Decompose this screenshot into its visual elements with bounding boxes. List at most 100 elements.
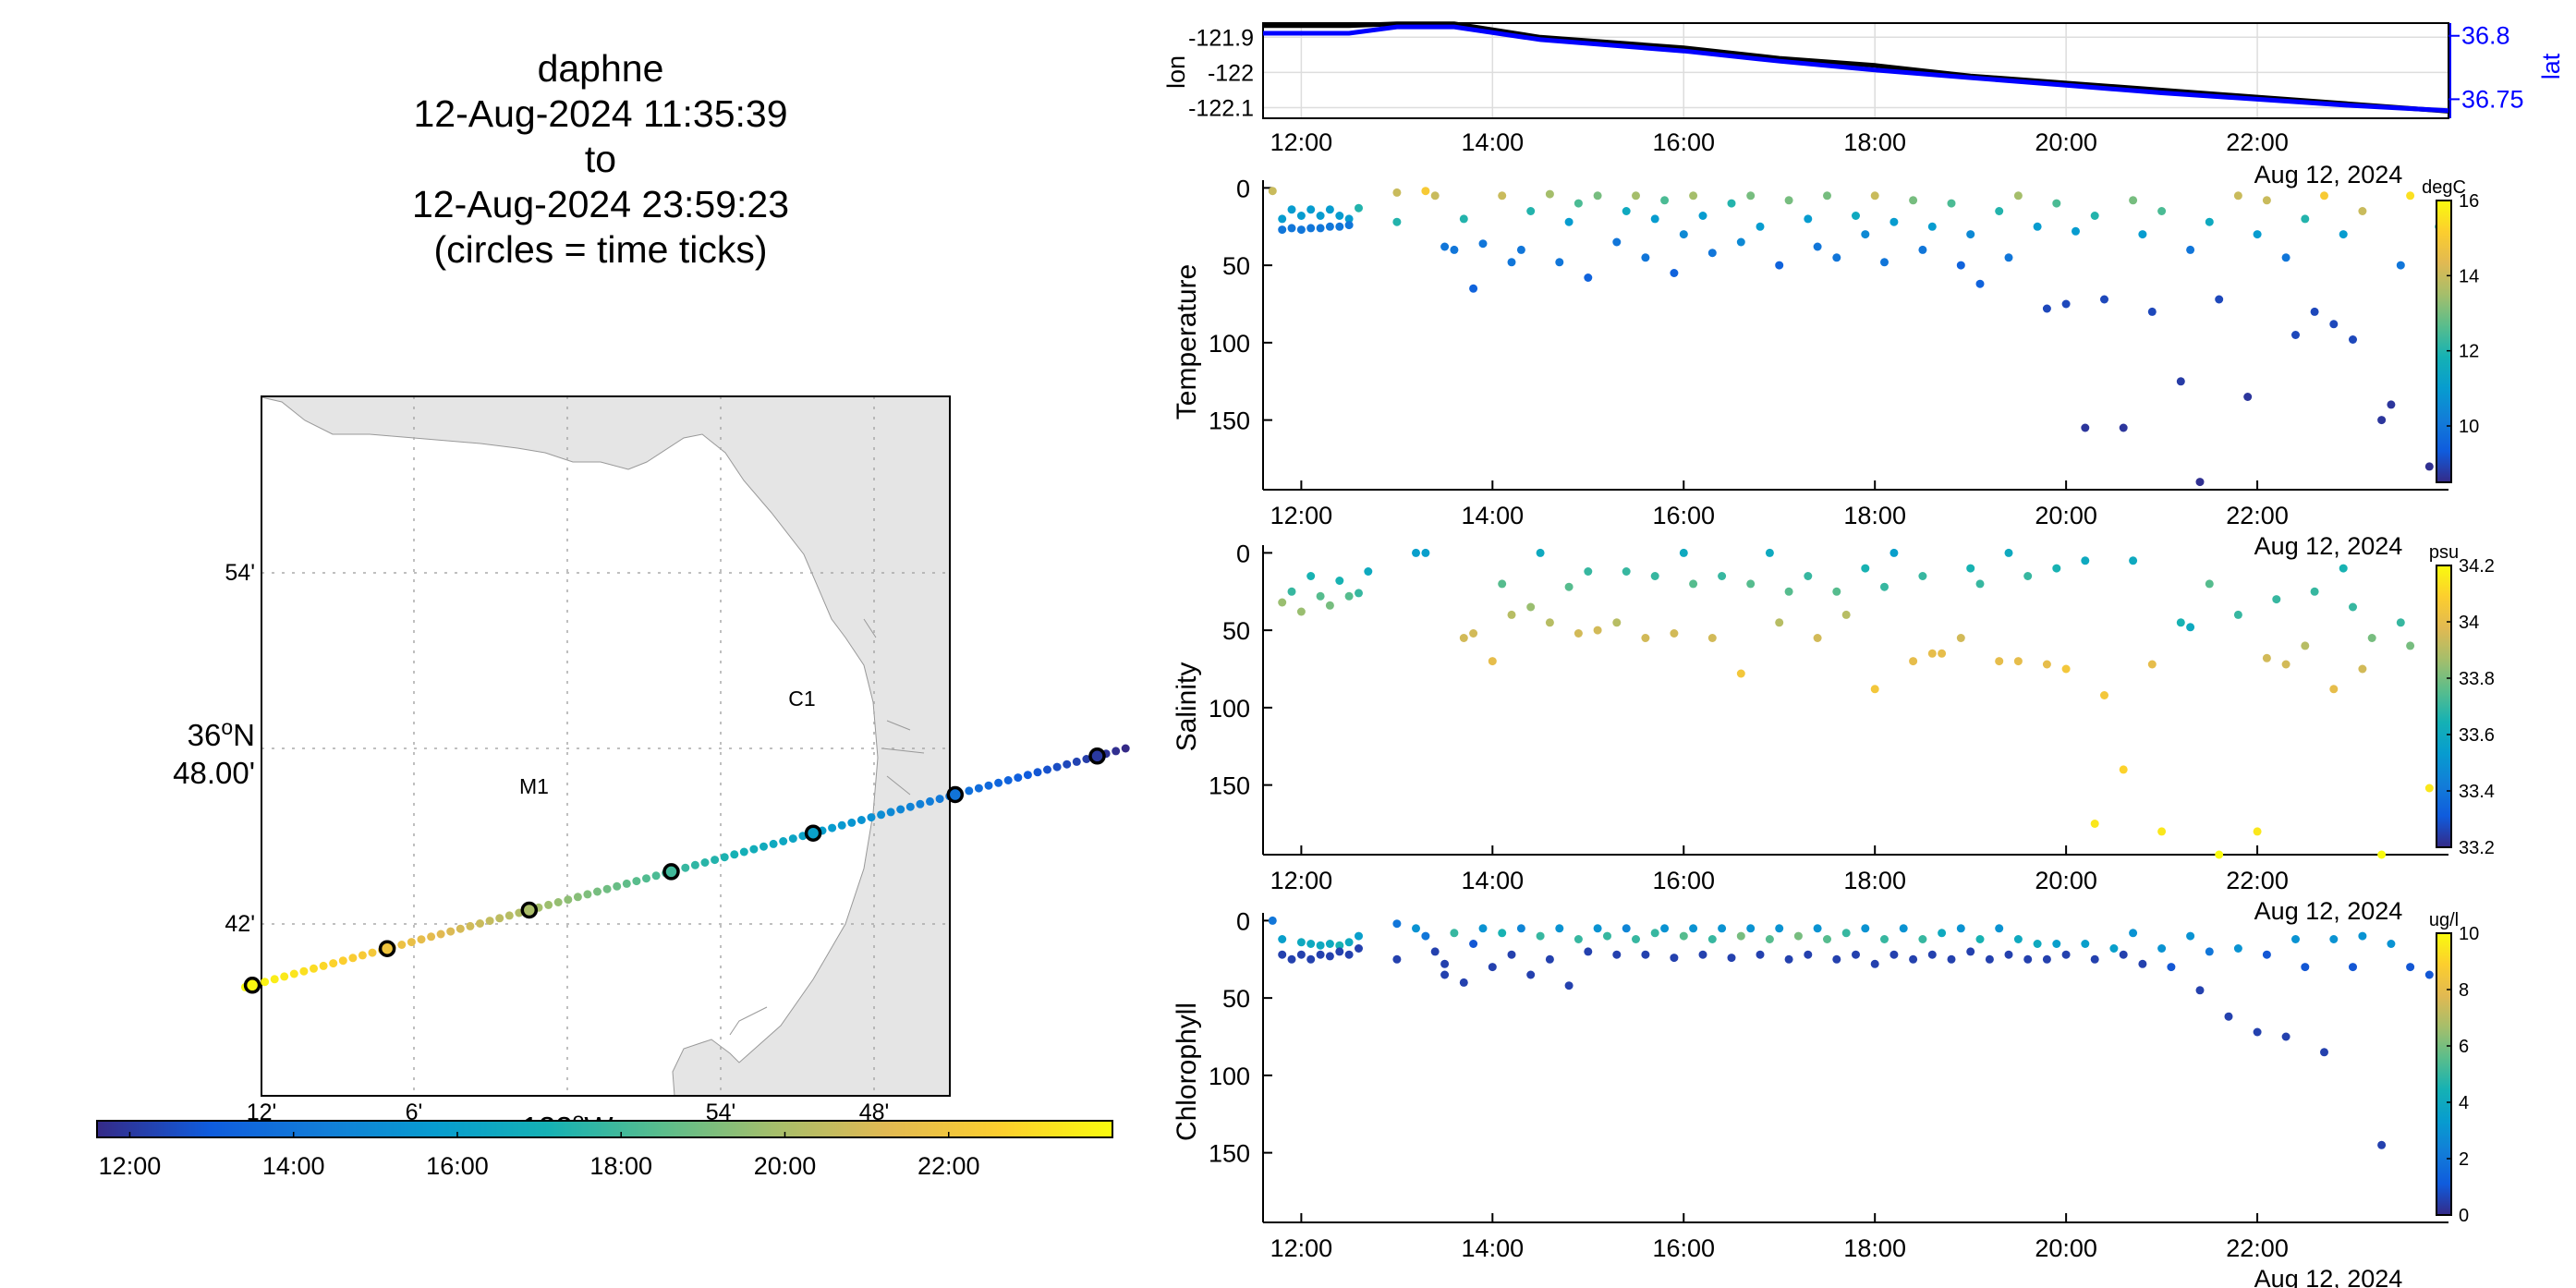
track-point [994, 778, 1003, 787]
salinity-point [1316, 591, 1325, 601]
track-point [1072, 757, 1081, 766]
temperature-point [2033, 222, 2042, 231]
map-lon-tick: 6' [406, 1100, 423, 1125]
chlorophyll-point [1956, 924, 1965, 933]
salinity-date-label: Aug 12, 2024 [2254, 897, 2403, 925]
temperature-point [2186, 245, 2195, 254]
temperature-point [2329, 320, 2339, 329]
salinity-point [2157, 827, 2167, 836]
chlorophyll-point [1622, 924, 1631, 933]
map-colorbar: 12:00 14:00 16:00 18:00 20:00 22:00 [96, 1120, 1113, 1180]
salinity-xtick-label: 18:00 [1843, 867, 1906, 894]
track-point [544, 900, 553, 909]
temperature-point [2349, 335, 2357, 344]
chlorophyll-point [1975, 935, 1985, 943]
track-point [769, 839, 778, 848]
salinity-xtick-label: 22:00 [2226, 867, 2289, 894]
title-end: 12-Aug-2024 23:59:23 [411, 183, 790, 225]
track-point [289, 969, 298, 978]
title-to: to [584, 138, 617, 180]
chlorophyll-point [1603, 931, 1611, 941]
chlorophyll-point [1689, 924, 1698, 933]
chlorophyll-point [1498, 929, 1507, 938]
chlorophyll-ytick-label: 0 [1236, 907, 1250, 935]
salinity-point [2061, 664, 2071, 674]
chlorophyll-point [1947, 954, 1956, 964]
temperature-point [1316, 224, 1325, 233]
temperature-point [2004, 253, 2013, 262]
chlorophyll-point [2233, 944, 2242, 953]
temperature-point [2138, 230, 2147, 239]
salinity-point [1488, 657, 1497, 666]
chlorophyll-colorbar-tick-label: 4 [2459, 1093, 2469, 1113]
chlorophyll-point [1698, 950, 1707, 959]
track-point [299, 966, 309, 976]
title-vehicle: daphne [537, 47, 664, 90]
track-point [857, 816, 866, 824]
track-point [886, 808, 895, 817]
chlorophyll-point [1574, 935, 1583, 943]
salinity-point [1804, 572, 1813, 580]
chlorophyll-point [1727, 954, 1736, 963]
salinity-point [1870, 685, 1879, 694]
chlorophyll-point [2013, 935, 2023, 943]
salinity-point [1861, 564, 1870, 573]
salinity-xtick-label: 20:00 [2035, 867, 2097, 894]
temperature-point [2377, 416, 2387, 425]
temperature-point [1296, 212, 1306, 220]
temperature-point [2100, 295, 2108, 304]
chlorophyll-point [1641, 950, 1650, 959]
chlorophyll-point [2090, 954, 2099, 964]
salinity-point [1344, 591, 1354, 601]
salinity-point [1335, 577, 1344, 585]
chlorophyll-point [1832, 954, 1841, 964]
salinity-point [1670, 629, 1679, 638]
chlorophyll-point [2157, 944, 2167, 953]
temperature-point [1650, 214, 1659, 224]
chlorophyll-point [2119, 950, 2128, 959]
temperature-ylabel: Temperature [1172, 264, 1202, 419]
track-point [593, 887, 601, 896]
temperature-point [1889, 217, 1899, 226]
temperature-point [2119, 423, 2128, 432]
temperature-point [1746, 191, 1756, 200]
temperature-point [1927, 222, 1937, 231]
track-point [974, 784, 983, 793]
track-point [261, 978, 270, 987]
position-xtick-label: 16:00 [1652, 128, 1715, 156]
chlorophyll-point [2329, 935, 2339, 943]
chlorophyll-point [1430, 947, 1440, 956]
salinity-ytick-label: 150 [1209, 772, 1250, 800]
chlorophyll-point [2301, 963, 2310, 972]
temperature-point [2205, 217, 2214, 226]
salinity-point [2367, 634, 2376, 642]
chlorophyll-point [2033, 940, 2042, 948]
temperature-point [1909, 196, 1918, 205]
temperature-point [2243, 393, 2253, 401]
salinity-colorbar [2436, 565, 2452, 848]
map-colorbar-tick-label: 16:00 [426, 1152, 489, 1180]
salinity-point [2023, 572, 2033, 580]
chlorophyll-point [1526, 970, 1536, 979]
temperature-point [1775, 261, 1784, 270]
track-point [348, 954, 358, 963]
track-point [847, 818, 857, 827]
position-panel: lon lat -121.9 -122 -122.1 36.8 36.75 12:00 14… [1162, 21, 2565, 188]
chlorophyll-point [1966, 947, 1975, 956]
track-point [358, 951, 367, 960]
position-frame [1262, 22, 2449, 119]
map-lat-center-label: 36oN [188, 715, 255, 752]
salinity-point [2081, 556, 2090, 565]
chlorophyll-point [1909, 954, 1918, 964]
track-point [749, 844, 759, 854]
position-ytick-label-left: -121.9 [1188, 25, 1254, 51]
chlorophyll-point [1870, 959, 1879, 968]
salinity-point [1650, 572, 1659, 580]
track-point [788, 834, 797, 844]
track-point [319, 961, 328, 970]
chlorophyll-xtick-label: 20:00 [2035, 1234, 2097, 1262]
chlorophyll-point [1736, 931, 1745, 941]
chlorophyll-point [1392, 954, 1402, 964]
salinity-point [2090, 820, 2099, 828]
salinity-point [2406, 641, 2415, 650]
